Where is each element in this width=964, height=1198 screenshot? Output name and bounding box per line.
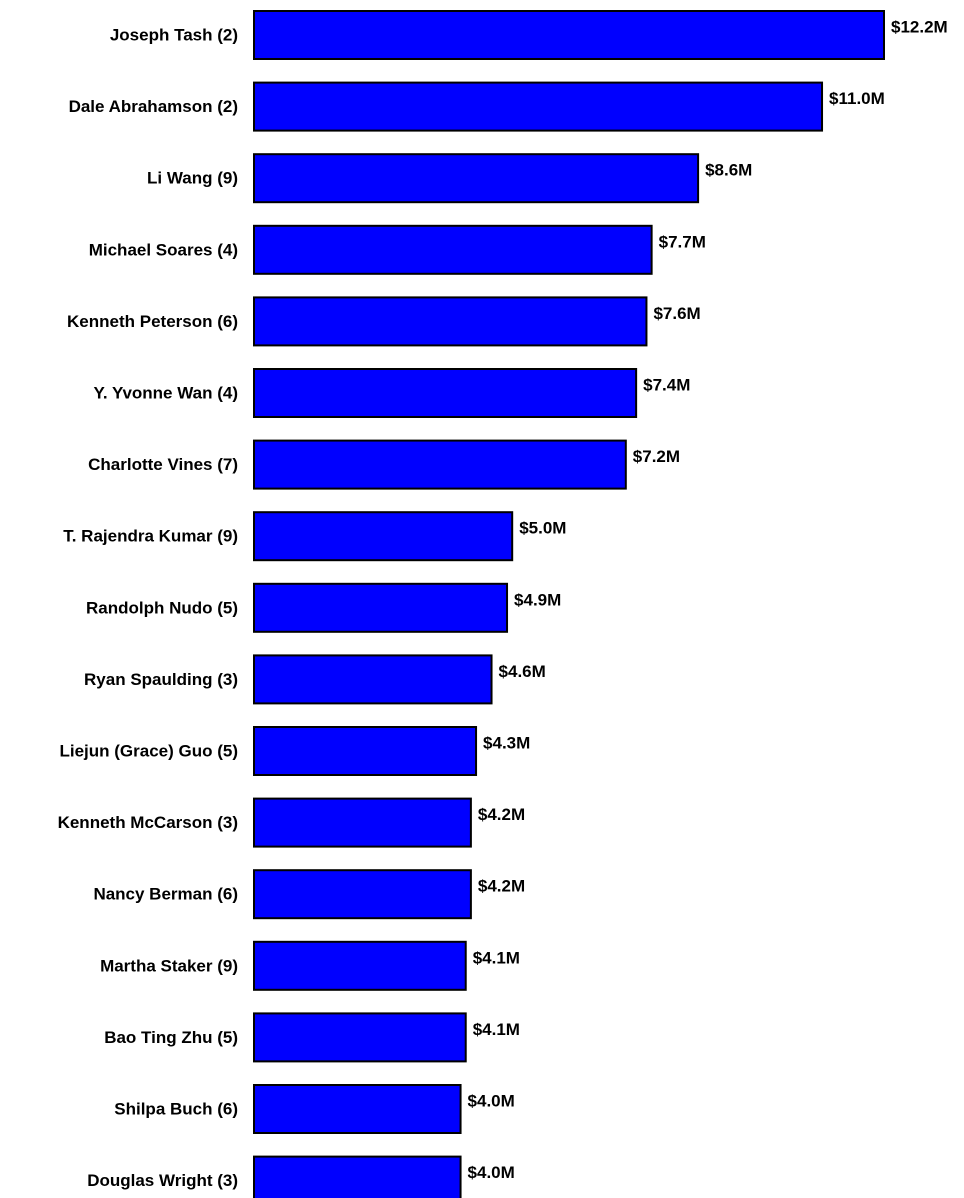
bar — [253, 654, 493, 705]
value-label: $4.1M — [473, 1020, 520, 1039]
bar — [253, 869, 472, 920]
value-label: $4.9M — [514, 590, 561, 609]
value-label: $4.6M — [499, 662, 546, 681]
category-labels-layer: Joseph Tash (2) Dale Abrahamson (2) Li Wan… — [58, 26, 238, 1191]
category-label: Joseph Tash (2) — [110, 26, 238, 45]
value-label: $4.0M — [468, 1092, 515, 1111]
category-label: Dale Abrahamson (2) — [69, 97, 238, 116]
bar — [253, 439, 627, 490]
bar — [253, 81, 824, 132]
bar — [253, 224, 653, 275]
value-label: $7.4M — [643, 376, 690, 395]
category-label: Shilpa Buch (6) — [114, 1100, 238, 1119]
value-label: $4.2M — [478, 805, 525, 824]
value-labels-layer: $12.2M $11.0M $8.6M $7.7M $7.6M $7.4M $7.2M $5.… — [468, 18, 948, 1183]
category-label: Randolph Nudo (5) — [86, 598, 238, 617]
value-label: $7.2M — [633, 447, 680, 466]
bar — [253, 153, 700, 204]
bars-layer — [253, 10, 885, 1198]
value-label: $8.6M — [705, 161, 752, 180]
category-label: T. Rajendra Kumar (9) — [63, 527, 238, 546]
bar — [253, 296, 648, 347]
bar — [253, 1012, 467, 1063]
category-label: Li Wang (9) — [147, 169, 238, 188]
bar — [253, 797, 472, 848]
category-label: Bao Ting Zhu (5) — [104, 1028, 238, 1047]
bar — [253, 726, 478, 776]
category-label: Douglas Wright (3) — [87, 1171, 238, 1190]
bar — [253, 511, 514, 562]
value-label: $4.2M — [478, 877, 525, 896]
value-label: $4.1M — [473, 948, 520, 967]
bar — [253, 1084, 462, 1134]
category-label: Kenneth Peterson (6) — [67, 312, 238, 331]
category-label: Martha Staker (9) — [100, 956, 238, 975]
value-label: $11.0M — [829, 89, 885, 108]
bar — [253, 582, 509, 633]
category-label: Ryan Spaulding (3) — [84, 670, 238, 689]
category-label: Liejun (Grace) Guo (5) — [59, 742, 238, 761]
value-label: $7.6M — [653, 304, 700, 323]
category-label: Nancy Berman (6) — [93, 885, 238, 904]
value-label: $4.0M — [468, 1163, 515, 1182]
bar — [253, 940, 467, 991]
category-label: Michael Soares (4) — [89, 240, 238, 259]
bar — [253, 368, 638, 418]
category-label: Y. Yvonne Wan (4) — [93, 384, 238, 403]
value-label: $12.2M — [891, 18, 948, 37]
value-label: $7.7M — [659, 232, 706, 251]
value-label: $4.3M — [483, 734, 530, 753]
category-label: Kenneth McCarson (3) — [58, 813, 238, 832]
value-label: $5.0M — [519, 519, 566, 538]
bar — [253, 1155, 462, 1198]
bar — [253, 10, 885, 60]
category-label: Charlotte Vines (7) — [88, 455, 238, 474]
